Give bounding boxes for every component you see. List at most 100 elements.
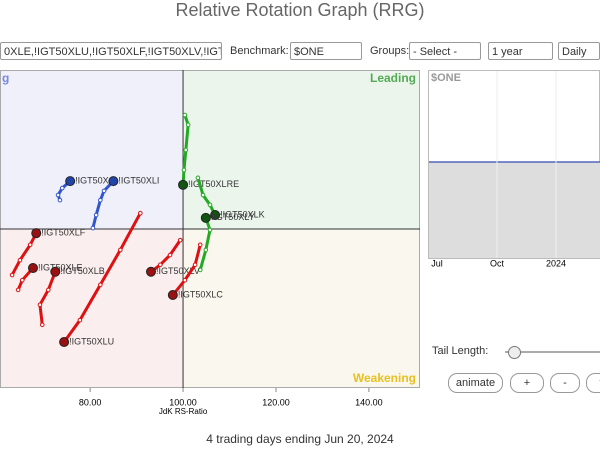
head-point: [31, 228, 42, 239]
tail-point: [182, 112, 188, 118]
groups-label: Groups:: [370, 45, 410, 57]
tail-point: [118, 247, 123, 253]
tail-point: [59, 185, 65, 191]
animate-button[interactable]: animate: [448, 373, 503, 393]
head-point: [200, 212, 211, 223]
series-label: !IGT50XLF: [41, 228, 86, 238]
head-point: [178, 179, 189, 190]
tail-point: [93, 212, 99, 218]
quadrant-weakening: [183, 229, 420, 388]
quadrant-leading: [183, 70, 420, 229]
quadrant-label: Weakening: [353, 371, 416, 385]
tail-point: [177, 237, 183, 243]
tail-point: [200, 192, 206, 198]
title: Relative Rotation Graph (RRG): [175, 0, 425, 20]
tail-point: [167, 252, 173, 258]
head-point: [145, 266, 156, 277]
tail-point: [185, 122, 191, 128]
head-point: [59, 336, 70, 347]
panel-area: [429, 162, 600, 258]
series-label: !IGT50XLB: [60, 266, 105, 276]
slider-track: [505, 351, 600, 353]
panel-x-label: 2024: [546, 258, 566, 268]
tail-length-label: Tail Length:: [432, 345, 489, 357]
tail: [198, 217, 212, 271]
series-label: !IGT50X: [75, 175, 109, 185]
tail-point: [183, 147, 189, 153]
tail-point: [207, 227, 213, 233]
tail-point: [46, 287, 51, 293]
series-label: !IGT50XLV: [156, 266, 200, 276]
series-label: !IGT50XLY: [211, 212, 255, 222]
tail-point: [197, 267, 203, 273]
series-label: !IGT50XLC: [178, 289, 224, 299]
tail: [150, 239, 182, 273]
quadrant-label: Leading: [370, 71, 416, 85]
minus-button[interactable]: -: [550, 373, 580, 393]
x-tick-label: 140.00: [355, 397, 383, 407]
tail-point: [9, 272, 15, 278]
tail-point: [203, 247, 209, 253]
tail-point: [195, 175, 201, 181]
tail: [171, 244, 202, 296]
tail: [38, 271, 57, 325]
head-point: [167, 290, 178, 301]
tail-point: [37, 302, 43, 308]
slider-handle[interactable]: [508, 346, 521, 359]
tail-point: [192, 262, 198, 268]
head-point: [108, 176, 119, 187]
series-label: !IGT50XLRE: [188, 179, 239, 189]
tail-point: [39, 322, 45, 328]
series-label: !IGT50XLE: [38, 262, 83, 272]
quadrant-improving: [0, 70, 184, 229]
series-label: !IGT50XLU: [69, 336, 114, 346]
tail-point: [157, 262, 163, 268]
tail-point: [101, 188, 107, 194]
tail-point: [20, 277, 25, 283]
tail: [56, 179, 72, 201]
footer: 4 trading days ending Jun 20, 2024: [206, 432, 394, 446]
head-point: [50, 266, 61, 277]
tail-point: [57, 197, 63, 203]
panel-x-label: Oct: [490, 258, 505, 268]
tail-point: [197, 242, 203, 248]
quadrant-label: g: [2, 71, 9, 85]
symbols-input[interactable]: 0XLE,!IGT50XLU,!IGT50XLF,!IGT50XLV,!IGT5…: [0, 42, 222, 60]
tail-point: [15, 287, 21, 293]
x-axis-label: JdK RS-Ratio: [159, 407, 208, 416]
tail-point: [55, 192, 61, 198]
head-point: [27, 263, 38, 274]
tail-point: [181, 167, 187, 173]
x-tick-label: 100.00: [169, 397, 197, 407]
tail-point: [98, 197, 103, 203]
tail-point: [90, 225, 96, 231]
series-label: !IGT50XLK: [220, 209, 265, 219]
tail-point: [138, 210, 143, 216]
f-button[interactable]: f: [586, 373, 600, 393]
tail-point: [98, 282, 103, 288]
tail: [10, 232, 38, 276]
quadrant-lagging: [0, 229, 184, 388]
tail-point: [17, 257, 23, 263]
tail-point: [207, 202, 213, 208]
head-point: [65, 176, 76, 187]
plus-button[interactable]: +: [510, 373, 544, 393]
panel-x-label: Jul: [431, 258, 443, 268]
groups-select[interactable]: - Select -: [409, 42, 481, 60]
rrg-chart: g Leading Weakening 80.00 100.00 120.00 140.00…: [0, 70, 420, 416]
benchmark-input[interactable]: $ONE: [290, 42, 362, 60]
tail-point: [27, 242, 33, 248]
series-label: !IGT50XLI: [118, 175, 159, 185]
tail-point: [182, 277, 188, 283]
x-tick-label: 120.00: [262, 397, 290, 407]
benchmark-panel: $ONE Jul Oct 2024: [428, 70, 600, 268]
tail-point: [77, 317, 83, 323]
tail: [196, 177, 217, 216]
x-tick-label: 80.00: [79, 397, 102, 407]
head-point: [210, 210, 221, 221]
benchmark-label: Benchmark:: [230, 45, 289, 57]
interval-select[interactable]: Daily: [558, 42, 600, 60]
panel-label: $ONE: [431, 72, 461, 84]
period-select[interactable]: 1 year: [488, 42, 553, 60]
